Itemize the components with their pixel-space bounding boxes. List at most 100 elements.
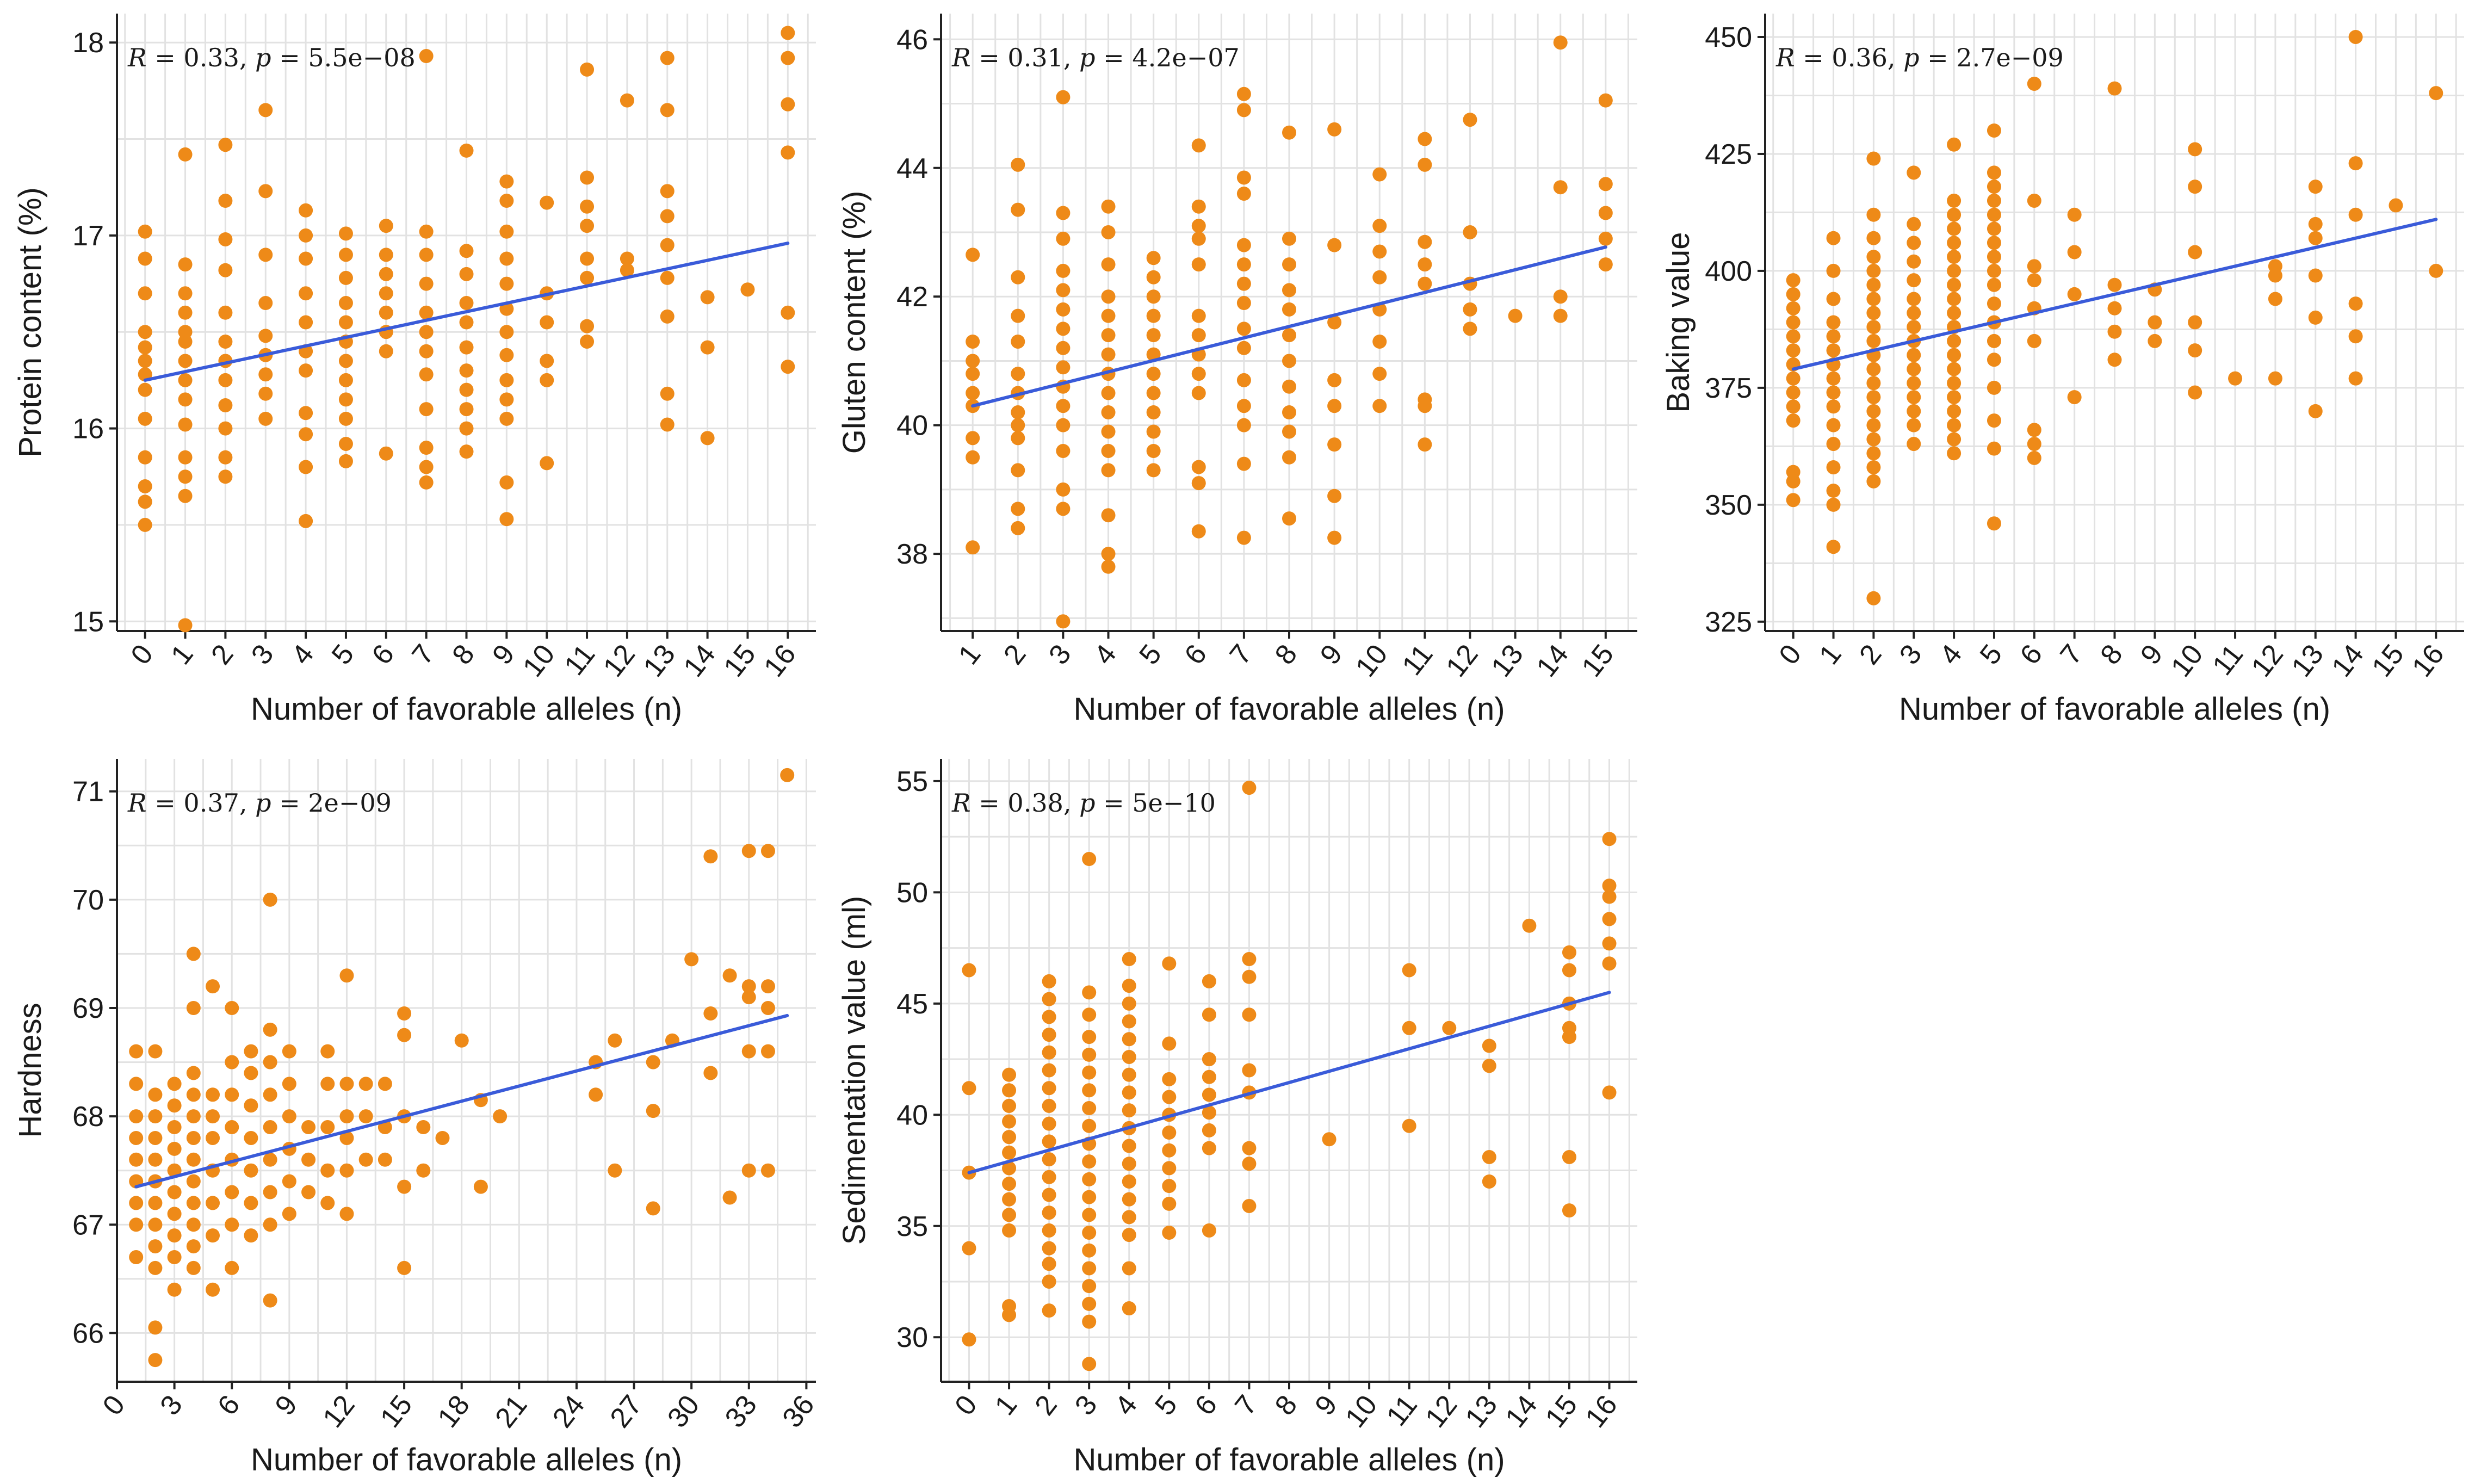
data-point	[1242, 969, 1257, 984]
data-point	[459, 421, 474, 436]
data-point	[282, 1077, 296, 1091]
data-point	[1122, 1049, 1136, 1064]
data-point	[1907, 217, 1921, 231]
data-point	[244, 1130, 258, 1145]
x-tick-label: 2	[998, 639, 1032, 670]
data-point	[1947, 376, 1962, 391]
data-point	[1236, 276, 1251, 291]
data-point	[1042, 974, 1056, 988]
data-point	[1056, 482, 1071, 497]
data-point	[1418, 157, 1432, 172]
data-point	[167, 1282, 182, 1297]
data-point	[1866, 207, 1881, 222]
data-point	[301, 1185, 316, 1199]
data-point	[962, 963, 976, 978]
regression-line	[971, 245, 1607, 408]
data-point	[660, 270, 675, 285]
data-point	[1202, 1123, 1216, 1137]
data-point	[703, 849, 718, 864]
data-point	[703, 1006, 718, 1021]
x-tick-label: 27	[604, 1389, 648, 1433]
data-point	[540, 315, 554, 330]
data-point	[138, 517, 152, 532]
data-point	[1826, 231, 1841, 245]
data-point	[1866, 418, 1881, 432]
data-point	[1602, 879, 1617, 893]
data-point	[1146, 386, 1161, 400]
data-point	[378, 1152, 392, 1167]
x-tick-label: 16	[758, 639, 802, 683]
data-point	[1786, 287, 1800, 301]
data-point	[781, 97, 795, 112]
data-point	[1191, 138, 1206, 153]
data-point	[419, 248, 434, 262]
data-point	[2348, 156, 2363, 171]
data-point	[499, 411, 514, 426]
data-point	[1002, 1223, 1017, 1238]
x-tick-label: 12	[317, 1389, 361, 1433]
data-point	[1101, 443, 1116, 458]
data-point	[1553, 308, 1568, 323]
data-point	[138, 340, 152, 355]
data-point	[186, 1001, 201, 1015]
data-point	[1242, 1141, 1257, 1155]
data-point	[1826, 418, 1841, 432]
data-point	[1011, 270, 1025, 285]
x-tick-label: 1	[989, 1389, 1024, 1421]
data-point	[358, 1109, 373, 1124]
annotation-symbol: p	[1903, 43, 1919, 72]
data-point	[1372, 244, 1387, 259]
annotation-symbol: R	[127, 788, 147, 818]
data-point	[700, 290, 715, 305]
data-point	[781, 51, 795, 65]
data-point	[1786, 399, 1800, 414]
data-point	[589, 1087, 603, 1102]
x-axis-title: Number of favorable alleles (n)	[1073, 691, 1505, 727]
data-point	[499, 348, 514, 362]
data-point	[1002, 1098, 1017, 1113]
data-point	[2107, 277, 2122, 292]
data-point	[339, 1130, 354, 1145]
x-axis-title: Number of favorable alleles (n)	[251, 1442, 682, 1477]
data-point	[2188, 343, 2202, 358]
data-point	[1562, 1021, 1576, 1035]
data-point	[1602, 889, 1617, 904]
data-point	[1082, 1101, 1097, 1116]
x-tick-label: 5	[1149, 1389, 1184, 1421]
data-point	[459, 267, 474, 281]
data-point	[459, 363, 474, 378]
data-point	[218, 334, 233, 349]
data-point	[299, 228, 313, 243]
data-point	[1866, 432, 1881, 447]
data-point	[1191, 231, 1206, 246]
data-point	[1056, 90, 1071, 104]
data-point	[1056, 341, 1071, 355]
x-tick-label: 12	[1419, 1389, 1463, 1433]
annotation-value: = 0.38,	[971, 788, 1079, 818]
data-point	[148, 1087, 163, 1102]
data-point	[1042, 1028, 1056, 1042]
data-point	[1042, 1188, 1056, 1202]
data-point	[1002, 1145, 1017, 1160]
data-point	[1826, 385, 1841, 400]
data-point	[660, 309, 675, 324]
data-point	[1987, 165, 2001, 180]
data-point	[1011, 157, 1025, 172]
data-point	[2188, 245, 2202, 259]
data-point	[1947, 306, 1962, 320]
data-point	[1101, 559, 1116, 574]
data-point	[1082, 1261, 1097, 1276]
data-point	[1866, 446, 1881, 461]
data-point	[129, 1109, 144, 1124]
data-point	[1907, 254, 1921, 269]
data-point	[1418, 276, 1432, 291]
data-point	[2027, 273, 2041, 288]
y-tick-label: 69	[72, 993, 104, 1024]
data-point	[138, 479, 152, 493]
x-tick-label: 4	[1934, 639, 1969, 670]
data-point	[2148, 315, 2162, 330]
data-point	[2027, 423, 2041, 437]
data-point	[1947, 292, 1962, 306]
data-point	[2027, 193, 2041, 208]
